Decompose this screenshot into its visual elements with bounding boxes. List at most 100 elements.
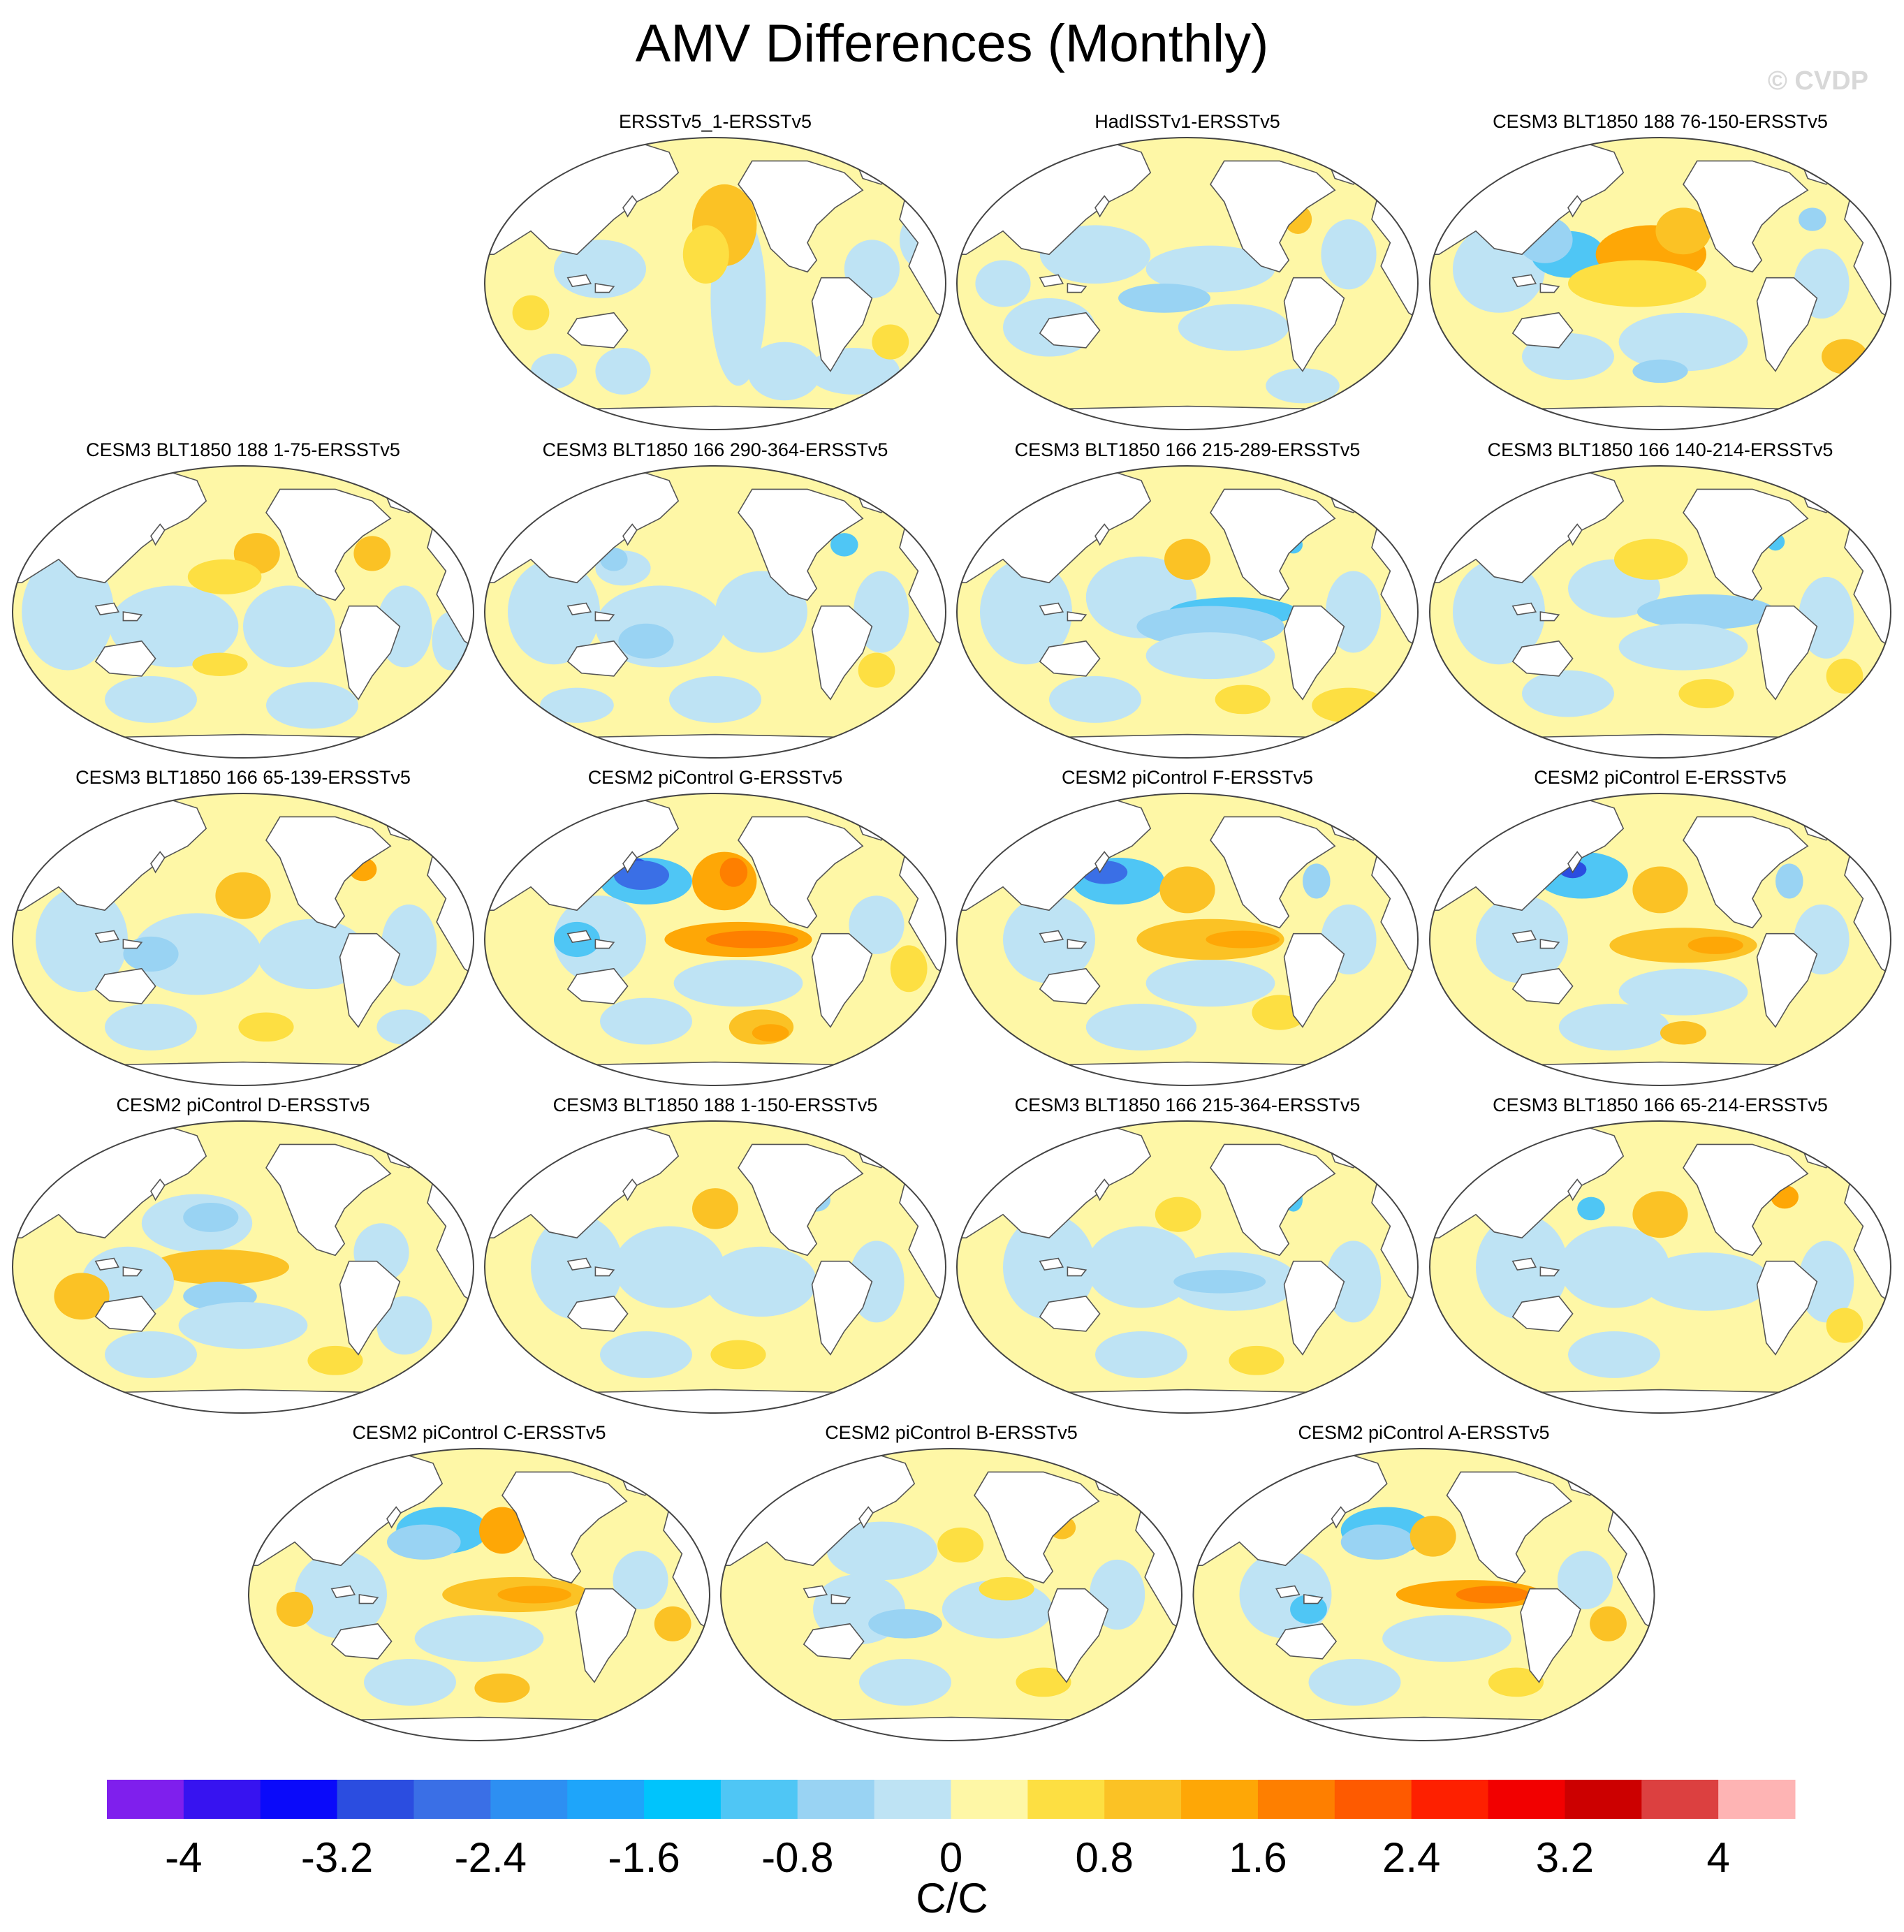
anomaly-blob: [868, 1609, 942, 1639]
anomaly-blob: [1558, 1003, 1670, 1051]
colorbar-cell: [490, 1780, 568, 1819]
anomaly-blob: [613, 1226, 725, 1308]
map-body: [485, 1121, 946, 1413]
map-body: [721, 1449, 1182, 1741]
colorbar-cell: [1334, 1780, 1412, 1819]
colorbar-cell: [644, 1780, 722, 1819]
anomaly-blob: [1173, 1270, 1266, 1294]
map-panels: ERSSTv5_1-ERSSTv5 HadISSTv1-ERSSTv5 CESM3 …: [13, 111, 1891, 1741]
globe-outline: [1430, 466, 1891, 758]
anomaly-blob: [747, 342, 821, 401]
map-panel: CESM3 BLT1850 166 65-139-ERSSTv5: [13, 767, 474, 1085]
anomaly-blob: [1799, 207, 1826, 231]
anomaly-blob: [1215, 685, 1270, 715]
anomaly-blob: [830, 533, 858, 557]
map-body: [1430, 793, 1891, 1085]
anomaly-blob: [497, 1586, 572, 1604]
anomaly-blob: [618, 623, 674, 659]
colorbar-tick-labels: -4 -3.2 -2.4 -1.6 -0.8 0 0.8 1.6 2.4 3.2 4: [165, 1834, 1730, 1881]
colorbar-cell: [567, 1780, 645, 1819]
map-panel: CESM3 BLT1850 166 215-289-ERSSTv5: [957, 439, 1418, 758]
map-clip-group: [485, 793, 946, 1085]
anomaly-blob: [1568, 1331, 1660, 1378]
anomaly-blob: [1558, 1226, 1670, 1308]
anomaly-blob: [414, 1615, 544, 1662]
map-body: [1194, 1449, 1655, 1741]
map-body: [485, 138, 946, 430]
anomaly-blob: [1155, 1196, 1201, 1232]
colorbar-tick-label: 4: [1706, 1834, 1729, 1881]
map-panel: CESM2 piControl E-ERSSTv5: [1430, 767, 1891, 1085]
anomaly-blob: [192, 652, 248, 676]
globe-outline: [957, 793, 1418, 1085]
anomaly-blob: [1049, 675, 1141, 723]
anomaly-blob: [364, 1658, 456, 1706]
anomaly-blob: [1637, 594, 1775, 630]
colorbar: -4 -3.2 -2.4 -1.6 -0.8 0 0.8 1.6 2.4 3.2 4 C/C: [107, 1780, 1796, 1922]
anomaly-blob: [307, 1345, 363, 1375]
anomaly-blob: [508, 559, 600, 665]
anomaly-blob: [238, 1012, 294, 1042]
anomaly-blob: [1799, 1241, 1854, 1323]
anomaly-blob: [1660, 1021, 1706, 1045]
colorbar-tick-label: -0.8: [761, 1834, 833, 1881]
globe-outline: [485, 1121, 946, 1413]
anomaly-blob: [1826, 1308, 1863, 1343]
map-body: [13, 793, 474, 1085]
anomaly-blob: [1522, 670, 1614, 717]
anomaly-blob: [178, 1302, 308, 1349]
map-panel: CESM3 BLT1850 166 65-214-ERSSTv5: [1430, 1095, 1891, 1413]
anomaly-blob: [540, 687, 614, 723]
panel-title: CESM2 piControl C-ERSSTv5: [352, 1422, 606, 1443]
globe-outline: [485, 138, 946, 430]
map-body: [957, 793, 1418, 1085]
map-panel: CESM3 BLT1850 188 76-150-ERSSTv5: [1430, 111, 1891, 430]
colorbar-cell: [797, 1780, 875, 1819]
anomaly-blob: [1308, 1658, 1401, 1706]
colorbar-cell: [1257, 1780, 1335, 1819]
anomaly-blob: [710, 1340, 766, 1370]
anomaly-blob: [1145, 632, 1275, 680]
panel-title: CESM3 BLT1850 188 76-150-ERSSTv5: [1493, 111, 1828, 132]
map-clip-group: [957, 138, 1418, 430]
map-clip-group: [957, 466, 1418, 758]
globe-outline: [249, 1449, 710, 1741]
anomaly-blob: [1632, 866, 1688, 914]
map-panel: CESM3 BLT1850 166 215-364-ERSSTv5: [957, 1095, 1418, 1413]
map-body: [957, 138, 1418, 430]
anomaly-blob: [682, 225, 729, 284]
colorbar-cell: [874, 1780, 951, 1819]
panel-title: CESM2 piControl A-ERSSTv5: [1298, 1422, 1549, 1443]
globe-outline: [721, 1449, 1182, 1741]
colorbar-cell: [107, 1780, 184, 1819]
map-body: [13, 1121, 474, 1413]
panel-title: HadISSTv1-ERSSTv5: [1094, 111, 1280, 132]
map-body: [485, 793, 946, 1085]
anomaly-blob: [654, 1606, 691, 1641]
colorbar-tick-label: 2.4: [1382, 1834, 1440, 1881]
figure-title: AMV Differences (Monthly): [636, 14, 1269, 73]
map-panel: HadISSTv1-ERSSTv5: [957, 111, 1418, 430]
anomaly-blob: [187, 559, 262, 594]
anomaly-blob: [890, 945, 928, 993]
map-body: [249, 1449, 710, 1741]
anomaly-blob: [705, 930, 798, 949]
anomaly-blob: [937, 1527, 984, 1563]
anomaly-blob: [1118, 284, 1210, 313]
map-clip-group: [13, 466, 474, 758]
colorbar-cell: [1411, 1780, 1489, 1819]
anomaly-blob: [1326, 1241, 1382, 1323]
map-body: [485, 466, 946, 758]
anomaly-blob: [1453, 559, 1545, 665]
colorbar-tick-label: 1.6: [1229, 1834, 1287, 1881]
globe-outline: [1430, 138, 1891, 430]
panel-title: CESM2 piControl E-ERSSTv5: [1534, 767, 1787, 788]
map-clip-group: [957, 1121, 1418, 1413]
anomaly-blob: [531, 353, 577, 389]
globe-outline: [13, 1121, 474, 1413]
panel-title: CESM2 piControl B-ERSSTv5: [825, 1422, 1078, 1443]
globe-outline: [957, 1121, 1418, 1413]
map-panel: CESM2 piControl C-ERSSTv5: [249, 1422, 710, 1741]
anomaly-blob: [1016, 1667, 1071, 1697]
